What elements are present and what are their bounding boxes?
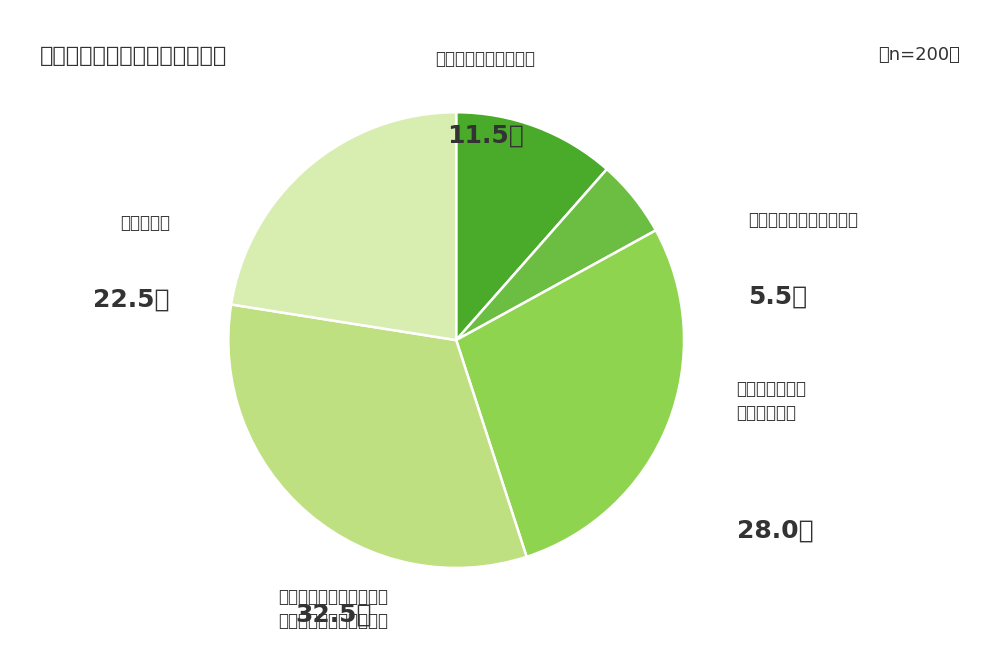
Text: わからない: わからない xyxy=(120,214,170,232)
Wedge shape xyxy=(228,305,527,568)
Text: 取り組むことを
検討中である: 取り組むことを 検討中である xyxy=(737,380,807,422)
Text: リスキリングへの取り組み状況: リスキリングへの取り組み状況 xyxy=(40,46,227,66)
Wedge shape xyxy=(456,230,684,557)
Wedge shape xyxy=(231,112,456,340)
Text: 11.5％: 11.5％ xyxy=(447,124,524,148)
Text: 28.0％: 28.0％ xyxy=(737,518,813,542)
Wedge shape xyxy=(456,112,607,340)
Text: 22.5％: 22.5％ xyxy=(93,288,170,312)
Text: すでに取り組んでいる: すでに取り組んでいる xyxy=(435,50,535,68)
Text: 今後取り組む予定がある: 今後取り組む予定がある xyxy=(748,211,858,229)
Text: 現在取り組んでおらず、
取り組む予定も今はない: 現在取り組んでおらず、 取り組む予定も今はない xyxy=(278,589,388,630)
Wedge shape xyxy=(456,169,656,340)
Text: 5.5％: 5.5％ xyxy=(748,284,807,309)
Text: （n=200）: （n=200） xyxy=(878,46,960,64)
Text: 32.5％: 32.5％ xyxy=(295,603,372,627)
